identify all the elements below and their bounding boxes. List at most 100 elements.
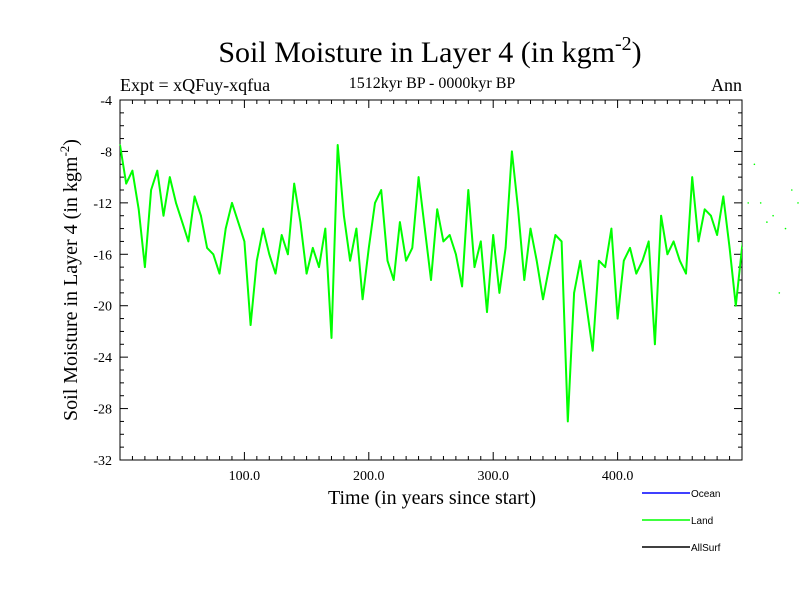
series-points-land [119, 144, 799, 423]
data-point [169, 176, 171, 178]
data-point [249, 324, 252, 326]
data-point [579, 259, 582, 262]
data-point [355, 227, 358, 230]
data-point [237, 221, 239, 223]
data-point [125, 182, 127, 185]
data-point [268, 253, 271, 256]
data-point [175, 202, 177, 204]
data-point [374, 202, 376, 204]
data-point [299, 221, 302, 223]
data-point [255, 259, 258, 262]
y-axis: -32 -28 -24 -20 -16 -12 -8 -4 [93, 94, 742, 469]
data-point [666, 253, 669, 256]
y-tick-label: -16 [93, 248, 112, 263]
x-tick-label: 200.0 [353, 469, 385, 484]
data-point [430, 279, 432, 281]
data-point [772, 214, 774, 217]
data-point [200, 214, 202, 217]
data-point [436, 208, 439, 211]
y-tick-label: -24 [93, 351, 112, 366]
data-point [766, 221, 768, 223]
data-point [417, 176, 420, 178]
data-point [212, 253, 215, 256]
data-point [144, 266, 146, 268]
data-point [131, 169, 134, 172]
data-point [218, 272, 221, 275]
data-point [448, 234, 451, 236]
x-tick-label: 100.0 [229, 469, 261, 484]
data-point [554, 234, 557, 236]
data-point [797, 202, 799, 204]
data-point [548, 266, 550, 268]
data-point [610, 227, 613, 230]
data-point [361, 298, 364, 301]
y-tick-label: -8 [100, 145, 112, 160]
plot-series [119, 144, 799, 423]
data-point [598, 259, 600, 262]
x-axis: 100.0 200.0 300.0 400.0 [131, 100, 731, 484]
y-tick-label: -4 [100, 94, 112, 109]
period-label: Ann [711, 75, 742, 95]
data-point [486, 311, 488, 313]
data-point [523, 279, 526, 281]
legend: Ocean Land AllSurf [642, 489, 721, 554]
data-point [193, 195, 196, 198]
legend-label-allsurf: AllSurf [691, 543, 721, 554]
data-point [274, 272, 277, 275]
data-point [567, 420, 569, 423]
data-point [119, 144, 121, 146]
data-point [442, 240, 445, 243]
data-point [511, 150, 513, 153]
data-point [455, 253, 457, 256]
data-point [386, 259, 389, 262]
data-point [529, 227, 532, 230]
data-point [759, 202, 762, 204]
series-line-land [120, 144, 742, 423]
data-point [156, 169, 159, 172]
data-point [287, 253, 289, 256]
data-point [741, 247, 743, 249]
data-point [697, 240, 700, 243]
data-point [591, 349, 594, 352]
data-point [635, 272, 638, 275]
data-point [187, 240, 190, 243]
legend-label-land: Land [691, 516, 713, 527]
data-point [585, 304, 588, 307]
data-point [480, 240, 482, 243]
data-point [330, 337, 333, 339]
data-point [735, 304, 737, 307]
data-point [324, 227, 327, 230]
data-point [293, 182, 296, 185]
data-point [224, 227, 227, 230]
data-point [722, 195, 725, 198]
data-point [343, 214, 345, 217]
data-point [672, 240, 675, 243]
data-point [535, 259, 538, 262]
data-point [349, 259, 351, 262]
x-axis-label: Time (in years since start) [328, 487, 536, 509]
data-point [498, 292, 501, 294]
data-point [573, 292, 575, 294]
data-point [461, 285, 463, 288]
data-point [623, 259, 625, 262]
y-tick-label: -28 [93, 403, 112, 418]
data-point [641, 259, 644, 262]
data-point [392, 279, 395, 281]
data-point [137, 208, 140, 211]
data-point [380, 189, 383, 191]
data-point [336, 144, 339, 146]
data-point [560, 240, 563, 243]
data-point [685, 272, 687, 275]
data-point [405, 259, 407, 262]
chart-title: Soil Moisture in Layer 4 (in kgm-2) [218, 33, 641, 69]
data-point [305, 272, 308, 275]
data-point [778, 292, 781, 294]
data-point [784, 227, 787, 230]
data-point [654, 343, 656, 346]
data-point [791, 189, 793, 191]
data-point [262, 227, 264, 230]
data-point [467, 189, 470, 191]
data-point [629, 247, 631, 249]
y-tick-label: -32 [93, 454, 112, 469]
